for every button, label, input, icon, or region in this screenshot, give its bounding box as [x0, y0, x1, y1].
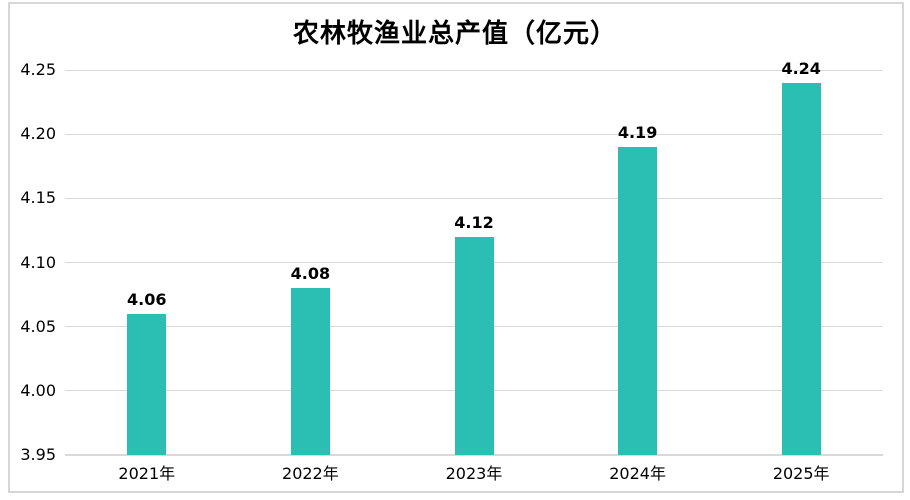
- y-axis-tick-label: 3.95: [20, 445, 56, 464]
- x-axis-label: 2024年: [609, 464, 666, 483]
- x-axis-label: 2025年: [772, 464, 830, 483]
- bar: [618, 147, 658, 455]
- y-axis-tick-label: 4.20: [20, 124, 56, 144]
- bar-value-label: 4.06: [127, 289, 167, 309]
- chart-title: 农林牧渔业总产值（亿元）: [292, 19, 617, 49]
- bar: [454, 236, 494, 455]
- bar-value-label: 4.12: [454, 212, 494, 232]
- x-axis-label: 2022年: [282, 464, 339, 483]
- y-axis-tick-label: 4.25: [20, 60, 56, 79]
- y-axis-tick-label: 4.00: [20, 380, 56, 400]
- bar: [127, 313, 167, 455]
- bar: [290, 288, 330, 455]
- gridline: [65, 197, 883, 199]
- gridline: [65, 133, 883, 135]
- bar-value-label: 4.19: [617, 123, 658, 142]
- y-axis-tick-label: 4.05: [20, 316, 56, 336]
- gridline: [65, 69, 883, 71]
- y-axis-tick-label: 4.15: [20, 188, 56, 208]
- x-axis-line: [65, 454, 883, 456]
- x-axis-label: 2021年: [118, 464, 176, 483]
- x-axis-label: 2023年: [445, 464, 503, 483]
- bar-value-label: 4.08: [290, 264, 331, 284]
- y-axis-tick-label: 4.10: [20, 252, 56, 272]
- bar-value-label: 4.24: [781, 58, 821, 78]
- bar: [781, 82, 821, 455]
